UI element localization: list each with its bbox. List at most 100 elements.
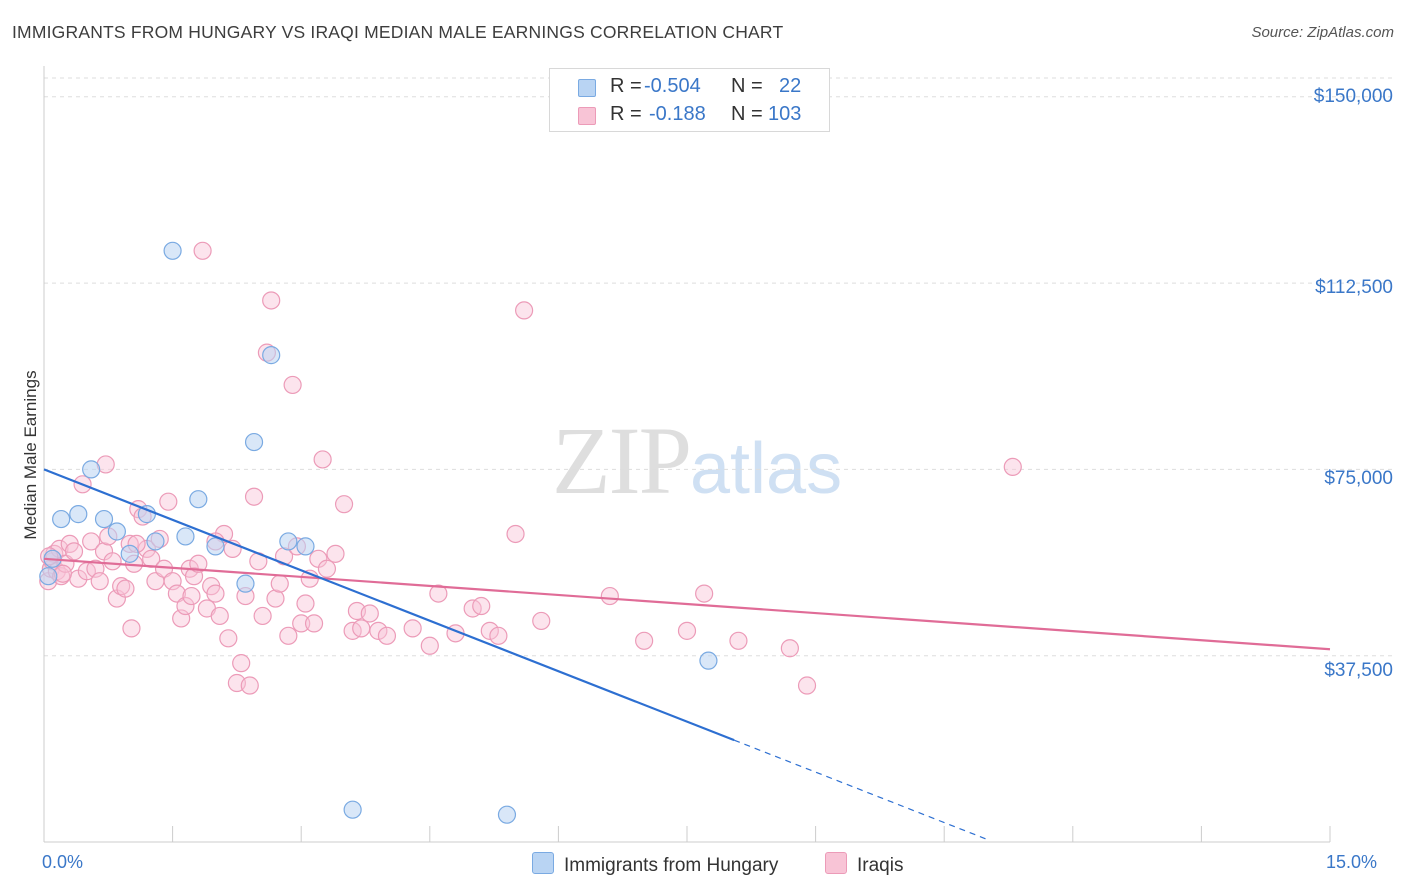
legend-n-label: N = [731, 103, 763, 125]
hungary-point [39, 567, 58, 586]
iraqis-point [206, 584, 225, 603]
hungary-point [69, 505, 88, 524]
iraqis-point [90, 572, 109, 591]
iraqis-point [532, 611, 551, 631]
iraqis-point [262, 291, 281, 310]
hungary-point [120, 544, 139, 563]
iraqis-point [1003, 457, 1022, 477]
iraqis-point [326, 544, 345, 563]
iraqis-point [360, 604, 379, 623]
iraqis-point [600, 586, 619, 606]
hungary-points [39, 241, 718, 824]
iraqis-point [780, 639, 799, 658]
iraqis-point [635, 631, 654, 650]
legend-n-value: 22 [779, 75, 802, 97]
hungary-point [279, 532, 298, 551]
iraqis-point [176, 596, 195, 616]
iraqis-point [403, 619, 422, 638]
legend-n-value: 103 [768, 103, 802, 125]
iraqis-point [283, 375, 302, 395]
bottom-legend-swatch-blue [532, 852, 554, 874]
bottom-legend-swatch-pink [825, 852, 847, 874]
iraqis-point [677, 621, 697, 640]
chart-title: IMMIGRANTS FROM HUNGARY VS IRAQI MEDIAN … [12, 22, 784, 42]
iraqis-point [480, 621, 499, 640]
bottom-legend-hungary: Immigrants from Hungary [532, 852, 778, 877]
iraqis-point [292, 614, 311, 633]
iraqis-point [515, 301, 534, 320]
legend-r-value: -0.504 [644, 75, 701, 97]
hungary-point [262, 346, 281, 365]
correlation-legend: R = -0.504 N = 22 R = -0.188 N = 103 [549, 68, 830, 132]
watermark: ZIPatlas [552, 405, 842, 516]
hungary-point [296, 537, 315, 556]
legend-row-iraqis: R = -0.188 N = 103 [550, 100, 829, 130]
hungary-point [189, 490, 208, 509]
watermark-zip: ZIP [552, 407, 692, 514]
hungary-point [497, 805, 517, 824]
iraqis-point [352, 619, 371, 638]
hungary-point [107, 522, 126, 541]
y-tick-label: $112,500 [1315, 277, 1393, 298]
legend-r-label: R = [610, 75, 642, 97]
iraqis-point [489, 626, 508, 645]
iraqis-point [82, 532, 101, 551]
x-tick-label-min: 0.0% [42, 852, 84, 872]
iraqis-point [729, 631, 748, 650]
hungary-point [163, 241, 182, 260]
iraqis-point [334, 495, 354, 514]
bottom-legend-label: Iraqis [857, 855, 904, 876]
iraqis-point [296, 594, 315, 613]
iraqis-point [167, 584, 186, 603]
hungary-point [699, 651, 718, 670]
iraqis-point [244, 487, 264, 506]
iraqis-point [64, 542, 84, 561]
hungary-point [343, 800, 362, 819]
bottom-legend-label: Immigrants from Hungary [564, 855, 779, 876]
iraqis-point [193, 241, 212, 260]
legend-row-hungary: R = -0.504 N = 22 [550, 72, 829, 102]
iraqis-point [695, 584, 714, 603]
source-label: Source: ZipAtlas.com [1251, 24, 1394, 41]
hungary-point [244, 432, 264, 452]
legend-swatch-pink [578, 107, 596, 125]
x-tick-label-max: 15.0% [1326, 852, 1378, 872]
iraqis-point [369, 621, 388, 640]
hungary-point [206, 537, 225, 556]
hungary-point [52, 509, 71, 529]
iraqis-point [279, 626, 298, 645]
iraqis-point [797, 676, 817, 695]
iraqis-point [266, 589, 285, 608]
hungary-trend-line [43, 468, 735, 742]
trend-lines [43, 468, 1331, 840]
iraqis-point [420, 636, 439, 655]
iraqis-point [377, 626, 397, 645]
hungary-point [236, 574, 255, 593]
bottom-legend-iraqis: Iraqis [825, 852, 903, 877]
iraqis-point [210, 606, 229, 626]
iraqis-point [506, 524, 525, 544]
grid [44, 77, 1395, 657]
iraqis-point [240, 676, 259, 695]
iraqis-point [270, 574, 289, 593]
iraqis-trend-line [43, 557, 1331, 651]
iraqis-points [39, 241, 1022, 695]
iraqis-point [103, 552, 122, 571]
iraqis-point [159, 492, 178, 511]
iraqis-point [189, 554, 208, 573]
y-tick-label: $37,500 [1324, 660, 1393, 681]
iraqis-point [304, 614, 324, 633]
iraqis-point [232, 654, 251, 673]
iraqis-point [472, 596, 491, 616]
iraqis-point [219, 629, 238, 648]
iraqis-point [116, 579, 135, 598]
legend-n-label: N = [731, 75, 763, 97]
axes [43, 66, 1331, 843]
iraqis-point [317, 559, 337, 578]
iraqis-point [429, 584, 448, 603]
hungary-point [94, 509, 114, 529]
hungary-point [82, 460, 101, 479]
hungary-point [176, 527, 195, 546]
iraqis-point [182, 586, 201, 606]
